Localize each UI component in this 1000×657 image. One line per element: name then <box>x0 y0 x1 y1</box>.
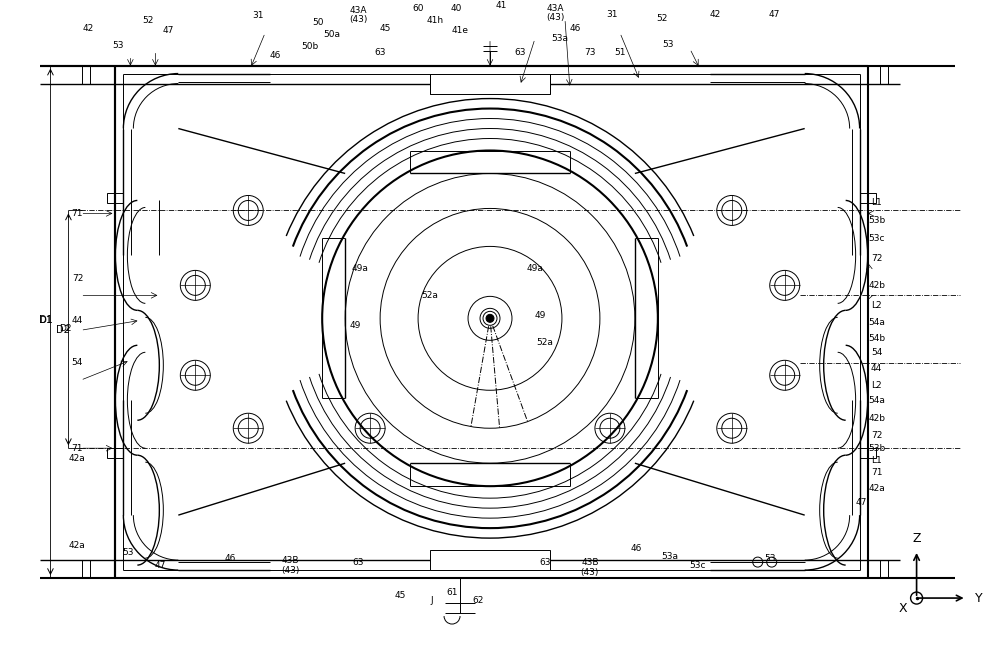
Text: 53: 53 <box>113 41 124 50</box>
Text: 49: 49 <box>534 311 546 320</box>
Text: 46: 46 <box>270 51 281 60</box>
Bar <box>430 550 550 570</box>
Text: 73: 73 <box>584 48 596 57</box>
Text: 41h: 41h <box>427 16 444 25</box>
Text: 42a: 42a <box>69 541 86 550</box>
Text: 43A: 43A <box>349 6 367 15</box>
Text: D2: D2 <box>59 324 72 333</box>
Bar <box>860 448 876 458</box>
Text: 71: 71 <box>72 443 83 453</box>
Text: 63: 63 <box>514 48 526 57</box>
Text: 53: 53 <box>764 554 775 562</box>
Text: 61: 61 <box>446 587 458 597</box>
Text: 47: 47 <box>163 26 174 35</box>
Text: (43): (43) <box>349 15 367 24</box>
Text: X: X <box>898 602 907 614</box>
Text: 40: 40 <box>450 4 462 13</box>
Text: 41e: 41e <box>452 26 469 35</box>
Text: 53a: 53a <box>551 34 568 43</box>
Text: 50a: 50a <box>324 30 341 39</box>
Text: 54a: 54a <box>868 396 885 405</box>
Text: 52: 52 <box>143 16 154 25</box>
Text: 31: 31 <box>606 10 618 19</box>
Text: D1: D1 <box>39 315 52 325</box>
Text: 49: 49 <box>349 321 361 330</box>
Text: 47: 47 <box>769 10 780 19</box>
Circle shape <box>486 314 494 323</box>
Text: 54: 54 <box>72 358 83 367</box>
Bar <box>860 193 876 204</box>
Text: 42a: 42a <box>868 484 885 493</box>
Text: 43B: 43B <box>581 558 599 566</box>
Text: 51: 51 <box>614 48 626 57</box>
Text: 63: 63 <box>352 558 364 566</box>
Text: 72: 72 <box>871 254 882 263</box>
Text: L1: L1 <box>871 456 882 464</box>
Text: 52: 52 <box>656 14 668 23</box>
Text: 71: 71 <box>72 209 83 218</box>
Text: 42: 42 <box>83 24 94 33</box>
Text: 46: 46 <box>630 543 642 553</box>
Text: D1: D1 <box>39 316 52 325</box>
Text: 43B: 43B <box>281 556 299 564</box>
Bar <box>430 74 550 93</box>
Text: Y: Y <box>975 591 982 604</box>
Bar <box>107 448 123 458</box>
Text: 63: 63 <box>374 48 386 57</box>
Text: 46: 46 <box>225 554 236 562</box>
Text: (43): (43) <box>581 568 599 577</box>
Text: 53c: 53c <box>868 234 885 243</box>
Text: 42a: 42a <box>69 454 86 463</box>
Text: 53b: 53b <box>868 216 885 225</box>
Text: (43): (43) <box>281 566 299 575</box>
Text: 44: 44 <box>871 364 882 373</box>
Text: 31: 31 <box>252 11 264 20</box>
Text: 46: 46 <box>569 24 581 33</box>
Text: 54: 54 <box>871 348 882 357</box>
Text: 54a: 54a <box>868 318 885 327</box>
Text: 42b: 42b <box>868 414 885 422</box>
Text: 62: 62 <box>472 595 484 604</box>
Text: 45: 45 <box>394 591 406 600</box>
Text: L2: L2 <box>871 381 882 390</box>
Text: 54b: 54b <box>868 334 885 343</box>
Text: 53b: 53b <box>868 443 885 453</box>
Bar <box>107 193 123 204</box>
Text: 72: 72 <box>72 274 83 283</box>
Text: D2: D2 <box>56 325 70 335</box>
Text: 63: 63 <box>539 558 551 566</box>
Text: 53: 53 <box>123 547 134 556</box>
Text: 50: 50 <box>312 18 324 27</box>
Text: 43A: 43A <box>546 4 564 13</box>
Text: 42b: 42b <box>868 281 885 290</box>
Text: 42: 42 <box>709 10 720 19</box>
Text: Z: Z <box>912 532 921 545</box>
Text: (43): (43) <box>546 13 564 22</box>
Text: 60: 60 <box>412 4 424 13</box>
Text: L1: L1 <box>871 198 882 207</box>
Text: L2: L2 <box>871 301 882 310</box>
Text: J: J <box>431 595 433 604</box>
Text: 47: 47 <box>856 497 867 507</box>
Text: 50b: 50b <box>302 42 319 51</box>
Text: 53a: 53a <box>661 552 678 560</box>
Text: 52a: 52a <box>537 338 553 347</box>
Text: 49a: 49a <box>352 264 369 273</box>
Text: 52a: 52a <box>422 291 439 300</box>
Text: 53c: 53c <box>690 560 706 570</box>
Text: 47: 47 <box>155 560 166 570</box>
Text: 72: 72 <box>871 431 882 440</box>
Text: 71: 71 <box>871 468 882 477</box>
Text: 49a: 49a <box>527 264 543 273</box>
Text: 41: 41 <box>495 1 507 10</box>
Text: 44: 44 <box>72 316 83 325</box>
Text: 53: 53 <box>662 40 674 49</box>
Text: 45: 45 <box>379 24 391 33</box>
